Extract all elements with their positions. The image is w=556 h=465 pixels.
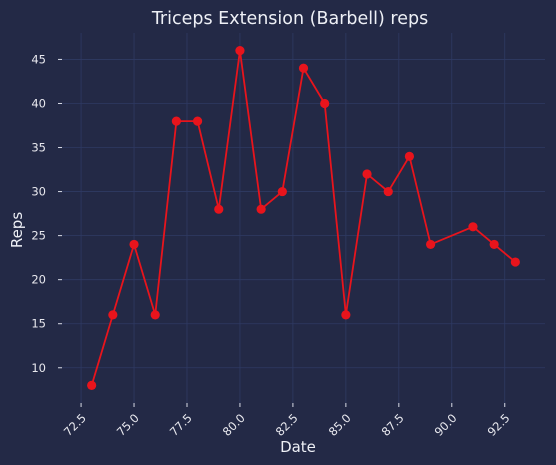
data-point [510,257,520,267]
data-point [298,63,309,73]
y-axis: 10 15 20 25 30 35 40 45 [31,52,62,375]
data-point [214,204,224,214]
chart-title: Triceps Extension (Barbell) reps [151,9,428,29]
y-tick-label: 10 [31,361,46,375]
data-point [489,239,499,250]
data-point [235,46,245,56]
data-point [468,222,478,232]
y-tick-label: 35 [31,141,46,155]
data-point [277,186,287,197]
data-point [362,169,372,179]
data-point [341,310,351,320]
data-point [192,116,203,126]
data-point [320,98,330,109]
y-tick-label: 25 [31,229,46,243]
y-tick-label: 30 [31,185,46,199]
x-tick-label: 87.5 [379,411,407,439]
x-tick-label: 82.5 [273,411,301,439]
y-tick-label: 40 [31,96,46,110]
data-point [171,116,181,126]
x-tick-label: 80.0 [220,411,248,439]
x-tick-label: 72.5 [61,411,89,439]
data-point [256,204,266,214]
series-group [87,46,520,390]
x-tick-label: 77.5 [167,411,195,439]
x-tick-label: 92.5 [485,411,513,439]
data-point [108,310,118,320]
grid [62,33,545,403]
series-line [90,50,516,386]
x-axis: 72.5 75.0 77.5 80.0 82.5 85.0 87.5 90.0 92.5 [61,403,513,439]
x-tick-label: 75.0 [114,411,142,439]
y-tick-label: 20 [31,273,46,287]
data-point [87,380,97,390]
data-point [426,239,436,250]
data-point [150,310,160,320]
data-point [404,151,415,161]
x-axis-label: Date [280,438,316,456]
y-axis-label: Reps [8,212,26,248]
data-point [383,186,393,197]
x-tick-label: 85.0 [326,411,354,439]
data-point [129,239,139,250]
x-tick-label: 90.0 [432,411,460,439]
y-tick-label: 45 [31,52,46,66]
y-tick-label: 15 [31,317,46,331]
